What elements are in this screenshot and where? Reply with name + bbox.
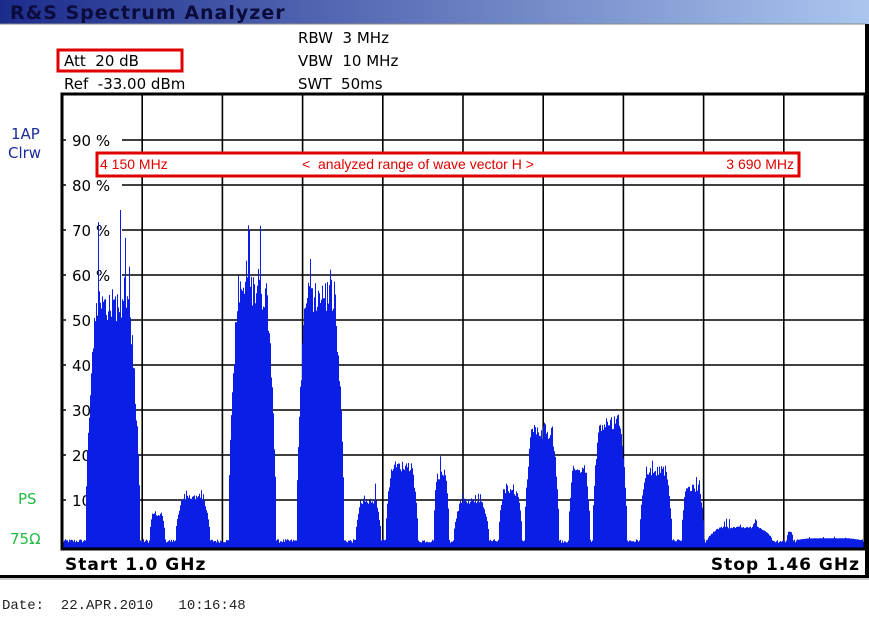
channel-7 [385,461,419,548]
range-start-label: 4 150 MHz [100,156,168,172]
tick-label-background [66,131,122,147]
channel-13 [592,414,628,548]
right-border [865,24,869,577]
tick-label-background [66,176,122,192]
y-tick-label: 70 % [72,222,110,240]
channel-10 [498,483,523,548]
channel-16 [707,518,773,548]
channel-2 [149,511,166,548]
channel-17 [786,531,794,548]
channel-15 [681,477,705,548]
analyzed-range-box [95,151,801,178]
stop-frequency: Stop 1.46 GHz [711,555,860,575]
y-tick-label: 60 % [72,267,110,285]
channel-8 [433,456,450,548]
plot-frame [60,92,867,551]
channel-5 [296,259,345,548]
channel-6 [355,483,382,548]
trace-label: 1AP [11,125,40,143]
channel-9 [453,493,490,548]
ref-level: Ref -33.00 dBm [64,75,185,93]
y-tick-label: 80 % [72,177,110,195]
channel-14 [639,460,673,548]
impedance-label: 75Ω [10,530,41,548]
vbw-value: VBW 10 MHz [298,52,398,70]
trace-mode-label: Clrw [8,144,41,162]
range-description: < analyzed range of wave vector H > [302,156,534,172]
att-highlight-box [56,48,184,73]
channel-11 [524,422,560,548]
channel-18 [796,536,862,548]
channel-4 [228,225,277,549]
title-bar [0,0,869,24]
channel-12 [568,465,591,548]
tick-label-background [66,221,122,237]
spectrum-trace [62,210,865,549]
rbw-value: RBW 3 MHz [298,29,389,47]
tick-label-background [66,266,122,282]
window-title: R&S Spectrum Analyzer [10,2,286,24]
att-value: Att 20 dB [64,52,139,70]
channel-1 [85,210,141,548]
start-frequency: Start 1.0 GHz [65,555,206,575]
range-stop-label: 3 690 MHz [726,156,794,172]
channel-3 [175,490,211,548]
swt-value: SWT 50ms [298,75,383,93]
date-time: Date: 22.APR.2010 10:16:48 [2,598,246,614]
bottom-border [0,575,869,578]
y-tick-label: 90 % [72,132,110,150]
ps-label: PS [18,490,37,508]
